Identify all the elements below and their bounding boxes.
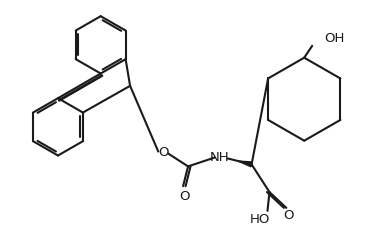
Text: O: O — [179, 189, 189, 202]
Text: NH: NH — [210, 150, 230, 163]
Text: OH: OH — [324, 32, 344, 45]
Text: O: O — [283, 208, 294, 221]
Text: HO: HO — [249, 212, 270, 225]
Polygon shape — [238, 161, 252, 167]
Text: O: O — [158, 146, 169, 158]
